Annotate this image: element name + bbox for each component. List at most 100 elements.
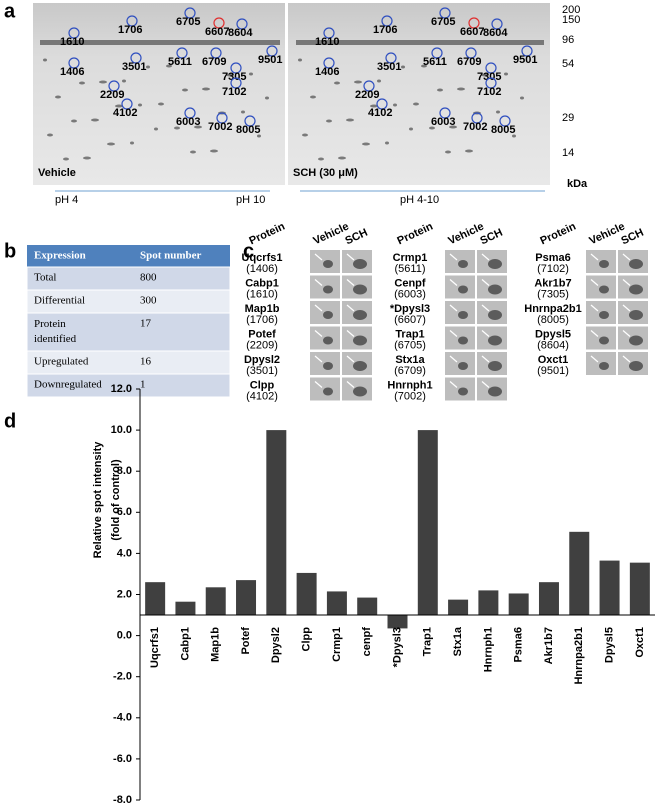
gel-spot: [182, 88, 188, 92]
spot-circle: [213, 17, 225, 29]
gel-spot: [354, 80, 362, 84]
gel-spot: [362, 142, 370, 146]
spot-crop-spot: [488, 310, 502, 320]
protein-id: (8604): [537, 339, 569, 351]
bar: [448, 599, 469, 616]
ph-label: pH 4: [55, 194, 78, 206]
spot-circle: [439, 7, 451, 19]
table-cell: Downregulated: [34, 379, 102, 391]
column-header: Vehicle: [446, 220, 485, 247]
table-cell: Differential: [34, 295, 85, 307]
spot-circle: [323, 57, 335, 69]
y-tick-label: 12.0: [111, 383, 132, 395]
spot-crop-spot: [323, 387, 333, 396]
gel-spot: [504, 72, 508, 76]
gel-label: Vehicle: [38, 167, 76, 179]
y-tick-label: -2.0: [113, 671, 132, 683]
spot-crop-spot: [458, 260, 468, 268]
y-tick-label: 2.0: [117, 588, 132, 600]
protein-id: (5611): [395, 263, 426, 275]
spot-label: 5611: [168, 56, 192, 68]
bar: [387, 615, 408, 629]
x-tick-label: Stx1a: [452, 626, 464, 656]
spot-label: 3501: [377, 61, 401, 73]
gel-spot: [83, 156, 91, 160]
spot-crop-spot: [353, 259, 367, 269]
y-tick-label: 0.0: [117, 630, 132, 642]
spot-crop-spot: [323, 260, 333, 268]
gel-spot: [107, 142, 115, 146]
gel-spot: [154, 127, 158, 131]
spot-crop-spot: [488, 284, 502, 295]
spot-arrow: [314, 279, 323, 286]
gel-spot: [421, 64, 427, 68]
gel-spot: [194, 125, 202, 129]
spot-arrow: [622, 279, 631, 286]
gel-spot: [465, 149, 473, 153]
spot-circle: [363, 80, 375, 92]
table-row: [26, 266, 231, 291]
spot-crop-spot: [323, 362, 333, 370]
table-cell: 16: [140, 356, 152, 368]
spot-label: 9501: [258, 54, 282, 66]
table-cell: 300: [140, 295, 157, 307]
spot-arrow: [346, 304, 355, 312]
spot-crop-spot: [458, 336, 468, 345]
spot-crop-spot: [353, 361, 367, 371]
gel-spot: [241, 110, 245, 114]
mw-marker: 54: [562, 58, 574, 70]
panel-label: b: [4, 240, 16, 262]
spot-circle: [230, 62, 242, 74]
x-tick-label: Akr1b7: [543, 627, 555, 664]
x-tick-label: Dpysl2: [270, 627, 282, 663]
protein-id: (1610): [246, 288, 278, 300]
spot-label: 3501: [122, 61, 146, 73]
protein-name: Clpp: [250, 379, 275, 391]
mw-marker: 14: [562, 147, 574, 159]
spot-label: 9501: [513, 54, 537, 66]
gel-spot: [520, 96, 524, 100]
x-tick-label: Map1b: [210, 627, 222, 662]
spot-crop-spot: [488, 259, 502, 269]
spot-label: 4102: [113, 107, 137, 119]
spot-crop-spot: [629, 335, 643, 346]
spot-circle: [385, 52, 397, 64]
spot-arrow: [449, 330, 458, 337]
spot-circle: [491, 18, 503, 30]
spot-crop-spot: [599, 285, 609, 294]
spot-label: 8604: [228, 27, 253, 39]
protein-id: (8005): [537, 314, 569, 326]
spot-crop-spot: [629, 310, 643, 320]
column-header: Vehicle: [587, 220, 626, 247]
spot-label: 6003: [176, 116, 200, 128]
column-header: Protein: [538, 220, 578, 247]
spot-label: 1706: [118, 24, 142, 36]
gel-spot: [226, 73, 234, 77]
protein-id: (3501): [246, 365, 278, 377]
gel-image: [288, 3, 550, 185]
table-header-cell: Expression: [34, 250, 86, 262]
spot-arrow: [449, 304, 458, 312]
spot-crop-spot: [458, 362, 468, 370]
spot-crop-spot: [458, 311, 468, 319]
bar: [236, 580, 257, 616]
spot-arrow: [481, 253, 490, 261]
protein-name: Crmp1: [393, 252, 428, 264]
gel-spot: [496, 110, 500, 114]
panel-label: c: [243, 240, 254, 262]
y-tick-label: 10.0: [111, 424, 132, 436]
gel-spot: [370, 104, 378, 108]
gel-spot: [63, 157, 69, 161]
x-tick-label: Psma6: [513, 627, 525, 662]
protein-name: Hnrnpa2b1: [524, 303, 581, 315]
gel-spot: [298, 58, 302, 62]
spot-crop-spot: [599, 362, 609, 370]
spot-crop-spot: [458, 285, 468, 294]
gel-spot: [79, 81, 85, 85]
spot-label: 7002: [208, 121, 232, 133]
spot-crop-spot: [353, 284, 367, 295]
protein-id: (2209): [246, 339, 278, 351]
ph-label: pH 10: [236, 194, 265, 206]
protein-id: (4102): [246, 390, 278, 402]
spot-label: 2209: [355, 89, 379, 101]
